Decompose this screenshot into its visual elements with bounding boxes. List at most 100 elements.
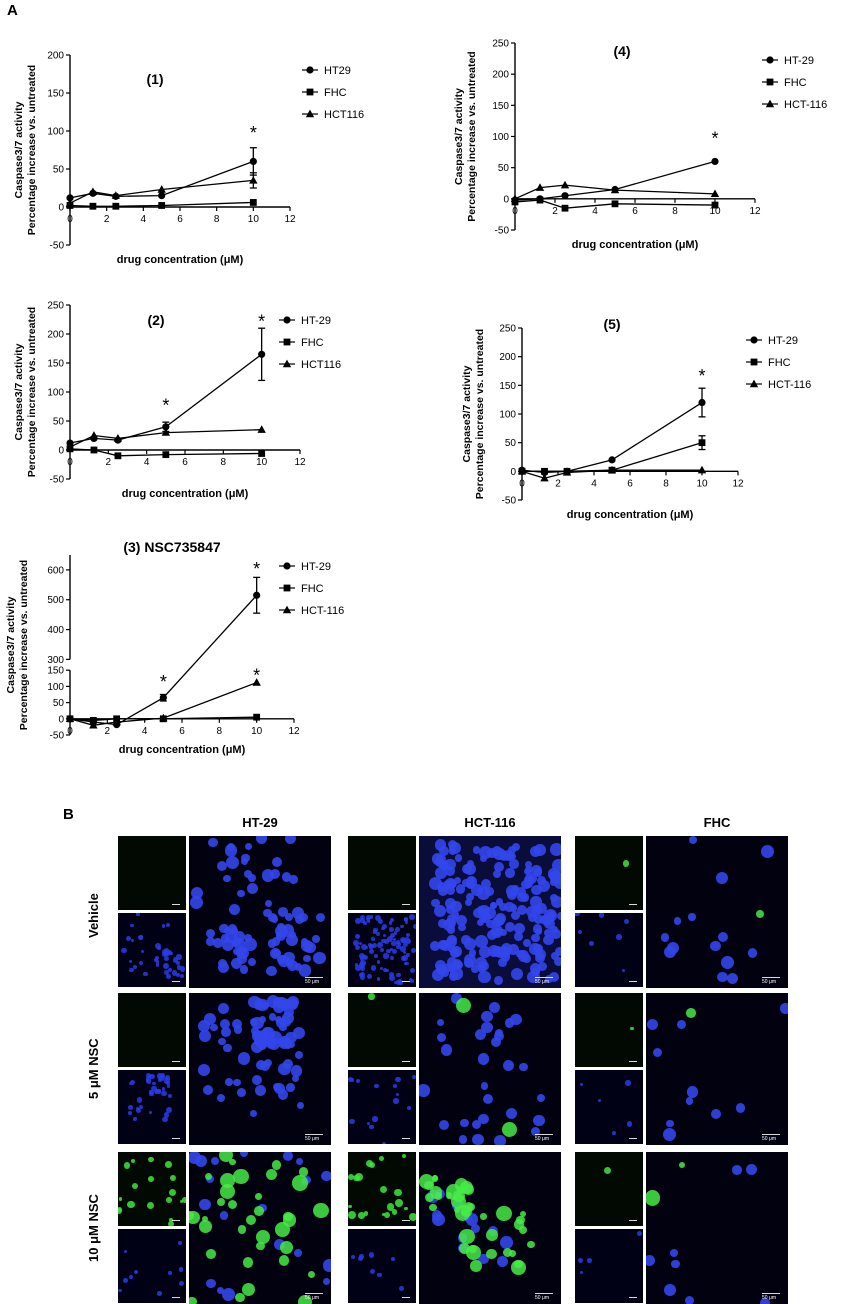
cell-nucleus [389,921,393,925]
cell-nucleus [370,965,377,971]
cell-nucleus [136,1096,143,1103]
cell-nucleus [157,1291,162,1296]
cell-nucleus [229,1158,237,1166]
cell-nucleus [510,1014,522,1026]
cell-nucleus [502,1248,513,1258]
x-tick-label: 6 [177,214,183,225]
cell-nucleus [431,968,444,981]
green-channel-image [575,836,643,910]
data-point [89,717,97,724]
cell-nucleus [446,1192,453,1199]
cell-nucleus [411,1074,416,1079]
cell-nucleus [721,955,734,969]
green-channel-image [348,993,416,1067]
scale-bar-label: 50 μm [305,1295,319,1301]
cell-nucleus [395,1199,403,1207]
cell-nucleus [394,927,400,933]
scale-bar [172,1297,180,1298]
cell-nucleus [156,960,160,964]
cell-nucleus [381,1141,387,1144]
cell-nucleus [369,1268,375,1274]
cell-nucleus [351,1255,356,1260]
y-tick-label: -50 [50,241,65,252]
cell-nucleus [404,1206,408,1211]
y-tick-label: 250 [499,324,516,335]
cell-nucleus [156,1073,163,1079]
significance-star: * [160,672,167,692]
cell-nucleus [313,951,326,965]
cell-nucleus [485,887,494,896]
scale-bar [402,1138,410,1139]
cell-nucleus [264,900,273,908]
cell-nucleus [465,876,477,888]
cell-nucleus [230,927,239,936]
cell-nucleus [369,1124,374,1130]
cell-nucleus [273,1001,285,1013]
cell-nucleus [231,957,243,969]
cell-nucleus [255,1060,267,1071]
y-tick-label: 150 [47,89,64,100]
cell-nucleus [445,866,455,876]
cell-nucleus [504,901,515,913]
cell-nucleus [524,860,533,869]
cell-nucleus [385,969,389,973]
cell-nucleus [490,1036,502,1048]
cell-nucleus [270,914,279,923]
cell-nucleus [514,931,524,941]
cell-nucleus [667,942,680,955]
cell-nucleus [429,1203,438,1212]
x-tick-label: 8 [217,726,223,737]
y-tick-label: 500 [47,595,64,606]
data-point [157,185,166,193]
cell-nucleus [148,1090,152,1094]
cell-nucleus [189,1211,194,1221]
x-tick-label: 6 [632,206,638,217]
cell-nucleus [393,931,398,935]
cell-nucleus [299,964,312,977]
cell-nucleus [430,940,440,951]
data-point [161,428,171,436]
cell-nucleus [386,935,393,942]
cell-nucleus [509,904,518,912]
cell-nucleus [266,995,279,1008]
cell-nucleus [131,1182,138,1189]
cell-nucleus [603,1167,611,1175]
cell-nucleus [123,1249,128,1253]
cell-nucleus [155,962,160,967]
cell-nucleus [146,1075,152,1081]
cell-nucleus [128,1111,132,1115]
blue-channel-image [348,1070,416,1144]
significance-star: * [162,396,169,416]
legend-label: FHC [301,337,324,349]
cell-nucleus [474,1029,486,1041]
cell-nucleus [384,939,389,944]
cell-nucleus [470,1224,481,1234]
data-point [249,199,257,206]
cell-nucleus [380,948,385,953]
data-point [711,201,719,209]
cell-nucleus [488,1001,500,1013]
cell-nucleus [298,912,308,923]
cell-nucleus [172,957,179,963]
cell-nucleus [168,1271,172,1275]
data-point [253,591,261,599]
cell-nucleus [294,1249,303,1257]
cell-nucleus [480,854,488,863]
x-tick-label: 0 [67,214,73,225]
cell-nucleus [646,1019,658,1031]
cell-nucleus [152,1081,156,1086]
cell-nucleus [154,1089,159,1095]
cell-nucleus [360,944,367,951]
chart-title: (1) [146,71,163,87]
cell-nucleus [646,1190,661,1207]
cell-nucleus [228,904,241,916]
cell-nucleus [597,1098,602,1103]
cell-nucleus [282,1152,293,1162]
cell-nucleus [290,1065,303,1077]
cell-nucleus [522,954,531,963]
cell-nucleus [303,954,311,963]
merged-image: 50 μm [189,993,331,1145]
cell-nucleus [176,954,182,960]
green-channel-image [118,836,186,910]
